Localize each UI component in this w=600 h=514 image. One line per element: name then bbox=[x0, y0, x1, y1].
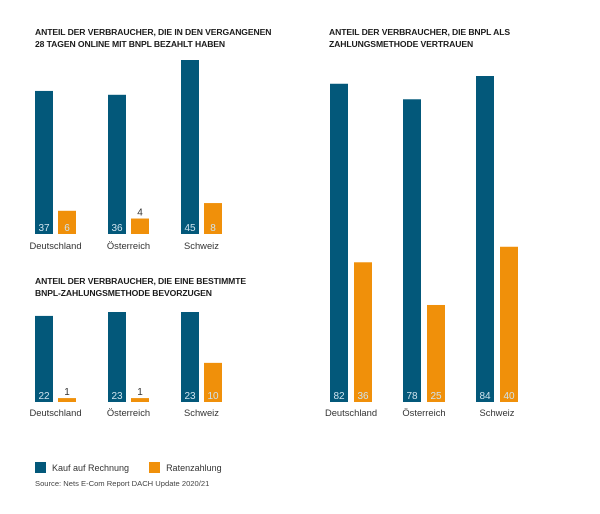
chart3-bar-raten-1 bbox=[427, 304, 445, 402]
chart2-bar-raten-0 bbox=[58, 398, 76, 402]
chart2-title-line2: BNPL-ZAHLUNGSMETHODE BEVORZUGEN bbox=[35, 288, 212, 298]
chart2-title: ANTEIL DER VERBRAUCHER, DIE EINE BESTIMM… bbox=[35, 275, 246, 299]
chart3-value-label: 78 bbox=[406, 391, 418, 402]
chart2-bar-kauf-0 bbox=[35, 315, 53, 402]
chart3-value-label: 40 bbox=[503, 391, 515, 402]
chart3-bar-kauf-0 bbox=[330, 83, 348, 402]
chart1-value-label: 8 bbox=[210, 223, 216, 234]
legend-swatch-series2 bbox=[149, 462, 161, 473]
legend-label-series2: Ratenzahlung bbox=[166, 462, 222, 473]
chart2-bar-raten-2 bbox=[204, 362, 222, 402]
chart2-value-label: 22 bbox=[38, 391, 50, 402]
chart2-category-label: Österreich bbox=[107, 407, 150, 418]
chart3-bar-raten-0 bbox=[354, 262, 372, 402]
chart2-value-label: 1 bbox=[137, 387, 143, 398]
chart3-value-label: 82 bbox=[333, 391, 345, 402]
chart3-bar-raten-2 bbox=[500, 246, 518, 402]
chart1-bar-kauf-1 bbox=[108, 94, 126, 234]
legend-item-kauf-auf-rechnung: Kauf auf Rechnung bbox=[35, 462, 129, 473]
chart2-value-label: 1 bbox=[64, 387, 70, 398]
legend: Kauf auf Rechnung Ratenzahlung bbox=[35, 462, 242, 473]
legend-label-series1: Kauf auf Rechnung bbox=[52, 462, 130, 473]
legend-item-ratenzahlung: Ratenzahlung bbox=[149, 462, 222, 473]
chart1-title-line2: 28 TAGEN ONLINE MIT BNPL BEZAHLT HABEN bbox=[35, 39, 226, 49]
chart3-bar-kauf-1 bbox=[403, 99, 421, 403]
chart1-title-line1: ANTEIL DER VERBRAUCHER, DIE IN DEN VERGA… bbox=[35, 27, 272, 37]
chart2-category-label: Schweiz bbox=[184, 407, 219, 418]
chart1-bar-kauf-0 bbox=[35, 90, 53, 234]
legend-swatch-series1 bbox=[35, 462, 46, 473]
chart2-bar-kauf-2 bbox=[181, 312, 199, 402]
chart1-bar-raten-1 bbox=[131, 218, 149, 234]
chart2-value-label: 23 bbox=[184, 391, 196, 402]
chart3-value-label: 25 bbox=[430, 391, 442, 402]
chart3-value-label: 84 bbox=[479, 391, 491, 402]
chart1-value-label: 37 bbox=[38, 223, 50, 234]
chart1-bar-kauf-2 bbox=[181, 60, 199, 234]
chart3-category-label: Deutschland bbox=[325, 407, 377, 418]
chart2-bar-raten-1 bbox=[131, 398, 149, 402]
chart1-bar-raten-2 bbox=[204, 203, 222, 234]
chart2-title-line1: ANTEIL DER VERBRAUCHER, DIE EINE BESTIMM… bbox=[35, 276, 246, 286]
chart3-title-line2: ZAHLUNGSMETHODE VERTRAUEN bbox=[329, 39, 474, 49]
chart3-category-label: Österreich bbox=[402, 407, 445, 418]
chart1-category-label: Schweiz bbox=[184, 240, 219, 251]
chart2-value-label: 23 bbox=[111, 391, 123, 402]
chart2-category-label: Deutschland bbox=[29, 407, 81, 418]
chart1-value-label: 4 bbox=[137, 208, 143, 219]
chart1-value-label: 45 bbox=[184, 223, 196, 234]
chart1-title: ANTEIL DER VERBRAUCHER, DIE IN DEN VERGA… bbox=[35, 26, 271, 50]
chart2-bar-kauf-1 bbox=[108, 312, 126, 402]
chart1-category-label: Österreich bbox=[107, 240, 150, 251]
chart1-value-label: 6 bbox=[64, 223, 70, 234]
chart3-bar-kauf-2 bbox=[476, 76, 494, 402]
chart1-bar-raten-0 bbox=[58, 210, 76, 234]
chart1-value-label: 36 bbox=[111, 223, 123, 234]
chart1-category-label: Deutschland bbox=[29, 240, 81, 251]
chart3-category-label: Schweiz bbox=[480, 407, 515, 418]
chart2-value-label: 10 bbox=[207, 391, 219, 402]
chart3-title-line1: ANTEIL DER VERBRAUCHER, DIE BNPL ALS bbox=[329, 27, 511, 37]
source-note: Source: Nets E-Com Report DACH Update 20… bbox=[35, 479, 210, 488]
chart3-value-label: 36 bbox=[357, 391, 369, 402]
chart3-title: ANTEIL DER VERBRAUCHER, DIE BNPL ALS ZAH… bbox=[329, 26, 510, 50]
